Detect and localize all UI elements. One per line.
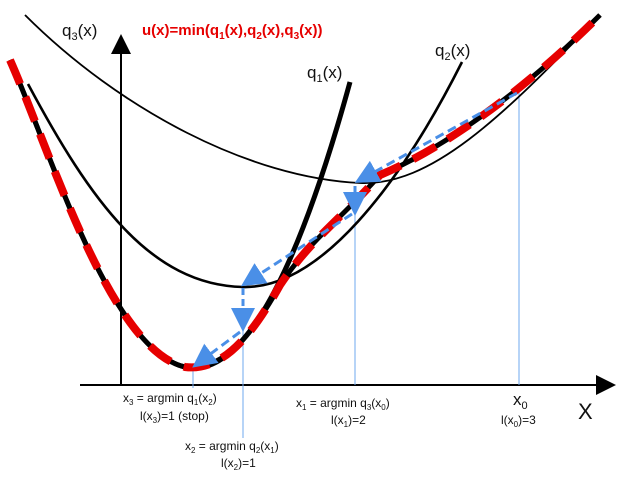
x2-label: x2 = argmin q2(x1) bbox=[185, 439, 279, 455]
x2-level: l(x2)=1 bbox=[221, 456, 256, 472]
q3-label: q3(x) bbox=[62, 21, 97, 43]
x0-level: l(x0)=3 bbox=[501, 413, 536, 429]
q1-label: q1(x) bbox=[307, 63, 342, 85]
x3-label: x3 = argmin q1(x2) bbox=[123, 391, 217, 407]
q2-label: q2(x) bbox=[435, 41, 470, 63]
title-formula: u(x)=min(q1(x),q2(x),q3(x)) bbox=[142, 22, 322, 42]
q3-curve bbox=[24, 14, 601, 184]
arrow-x1-to-q2min bbox=[240, 212, 353, 287]
q1-curve bbox=[7, 58, 353, 371]
x-axis-label: X bbox=[578, 399, 593, 424]
x3-level: l(x3)=1 (stop) bbox=[140, 409, 209, 425]
arrow-x2-to-q1min bbox=[192, 330, 241, 368]
x1-level: l(x1)=2 bbox=[331, 413, 366, 429]
x1-label: x1 = argmin q3(x0) bbox=[296, 396, 390, 412]
x0-label: x0 bbox=[513, 390, 528, 412]
arrow-x0-to-q3min bbox=[354, 91, 518, 183]
envelope-underlay bbox=[7, 13, 602, 370]
envelope-curve bbox=[6, 12, 603, 372]
